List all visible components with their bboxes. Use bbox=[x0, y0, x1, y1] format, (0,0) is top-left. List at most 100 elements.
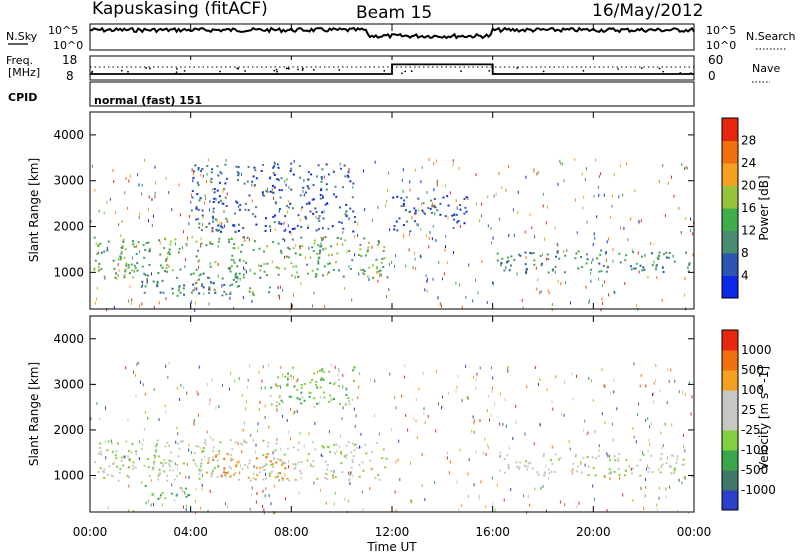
heatmap-cell bbox=[146, 281, 148, 285]
heatmap-cell bbox=[296, 388, 299, 391]
heatmap-cell bbox=[375, 258, 378, 261]
heatmap-cell bbox=[212, 449, 215, 452]
heatmap-cell bbox=[237, 172, 240, 175]
heatmap-cell bbox=[194, 282, 197, 285]
heatmap-cell bbox=[551, 400, 553, 404]
heatmap-cell bbox=[342, 275, 345, 278]
heatmap-cell bbox=[451, 214, 453, 217]
heatmap-cell bbox=[324, 476, 327, 479]
heatmap-cell bbox=[164, 237, 166, 240]
heatmap-cell bbox=[540, 423, 542, 427]
colorbar-tick-label: 4 bbox=[741, 269, 749, 283]
heatmap-cell bbox=[339, 206, 342, 209]
nave-dot bbox=[219, 70, 222, 73]
heatmap-cell bbox=[248, 290, 251, 293]
heatmap-cell bbox=[124, 191, 126, 195]
heatmap-cell bbox=[537, 382, 539, 386]
heatmap-cell bbox=[154, 195, 156, 199]
heatmap-cell bbox=[327, 254, 330, 257]
heatmap-cell bbox=[334, 185, 337, 188]
colorbar-tick-label: 500 bbox=[741, 363, 764, 377]
heatmap-cell bbox=[334, 452, 337, 455]
heatmap-cell bbox=[223, 457, 226, 460]
heatmap-cell bbox=[188, 494, 191, 497]
heatmap-cell bbox=[113, 267, 116, 270]
heatmap-cell bbox=[380, 261, 383, 264]
heatmap-cell bbox=[205, 197, 206, 201]
heatmap-cell bbox=[234, 276, 237, 279]
heatmap-cell bbox=[118, 268, 120, 272]
heatmap-cell bbox=[183, 386, 185, 390]
heatmap-cell bbox=[290, 377, 292, 381]
heatmap-cell bbox=[320, 242, 322, 246]
heatmap-cell bbox=[277, 294, 280, 297]
heatmap-cell bbox=[159, 264, 162, 267]
heatmap-cell bbox=[461, 305, 463, 309]
heatmap-cell bbox=[244, 464, 247, 467]
heatmap-cell bbox=[324, 305, 326, 308]
heatmap-cell bbox=[249, 479, 252, 482]
heatmap-cell bbox=[196, 280, 198, 284]
heatmap-cell bbox=[238, 460, 240, 464]
heatmap-cell bbox=[447, 451, 448, 455]
cpid-value: normal (fast) 151 bbox=[94, 94, 202, 107]
heatmap-cell bbox=[171, 483, 173, 487]
heatmap-cell bbox=[194, 301, 196, 305]
heatmap-cell bbox=[174, 498, 176, 502]
heatmap-cell bbox=[587, 465, 590, 468]
heatmap-cell bbox=[562, 162, 563, 166]
heatmap-cell bbox=[580, 462, 582, 466]
heatmap-cell bbox=[289, 170, 292, 172]
heatmap-cell bbox=[442, 277, 443, 281]
heatmap-cell bbox=[572, 397, 574, 401]
heatmap-cell bbox=[117, 274, 119, 277]
heatmap-cell bbox=[213, 191, 216, 194]
heatmap-cell bbox=[533, 170, 535, 174]
heatmap-cell bbox=[498, 217, 500, 221]
heatmap-cell bbox=[629, 265, 632, 268]
heatmap-cell bbox=[301, 396, 304, 399]
heatmap-cell bbox=[323, 236, 325, 240]
heatmap-cell bbox=[394, 264, 395, 268]
heatmap-cell bbox=[411, 216, 413, 220]
heatmap-cell bbox=[363, 237, 366, 240]
heatmap-cell bbox=[428, 245, 430, 249]
heatmap-cell bbox=[196, 181, 199, 184]
heatmap-cell bbox=[439, 213, 442, 216]
heatmap-cell bbox=[248, 459, 251, 462]
heatmap-cell bbox=[178, 286, 181, 289]
heatmap-cell bbox=[144, 410, 146, 414]
heatmap-cell bbox=[184, 487, 187, 490]
heatmap-cell bbox=[347, 441, 350, 443]
heatmap-cell bbox=[331, 474, 334, 477]
heatmap-cell bbox=[459, 225, 461, 228]
heatmap-cell bbox=[626, 162, 627, 166]
heatmap-cell bbox=[362, 272, 365, 275]
heatmap-cell bbox=[143, 256, 146, 259]
heatmap-cell bbox=[602, 302, 604, 305]
heatmap-cell bbox=[655, 268, 657, 271]
nave-dot bbox=[276, 70, 278, 73]
heatmap-cell bbox=[176, 386, 178, 390]
heatmap-cell bbox=[432, 202, 434, 206]
heatmap-cell bbox=[119, 258, 122, 261]
heatmap-cell bbox=[273, 165, 276, 168]
heatmap-cell bbox=[382, 250, 385, 253]
heatmap-cell bbox=[320, 378, 323, 381]
heatmap-cell bbox=[165, 410, 167, 414]
heatmap-cell bbox=[653, 381, 655, 385]
heatmap-cell bbox=[687, 511, 689, 515]
heatmap-cell bbox=[147, 466, 150, 469]
velocity-cells bbox=[90, 361, 694, 515]
heatmap-cell bbox=[683, 433, 684, 437]
heatmap-cell bbox=[117, 257, 119, 261]
heatmap-cell bbox=[250, 433, 252, 437]
heatmap-cell bbox=[243, 239, 246, 242]
heatmap-cell bbox=[578, 501, 580, 505]
heatmap-cell bbox=[237, 246, 239, 250]
nave-dot bbox=[287, 67, 290, 70]
heatmap-cell bbox=[258, 471, 261, 474]
heatmap-cell bbox=[521, 299, 523, 302]
heatmap-cell bbox=[347, 400, 350, 402]
heatmap-cell bbox=[349, 474, 351, 477]
